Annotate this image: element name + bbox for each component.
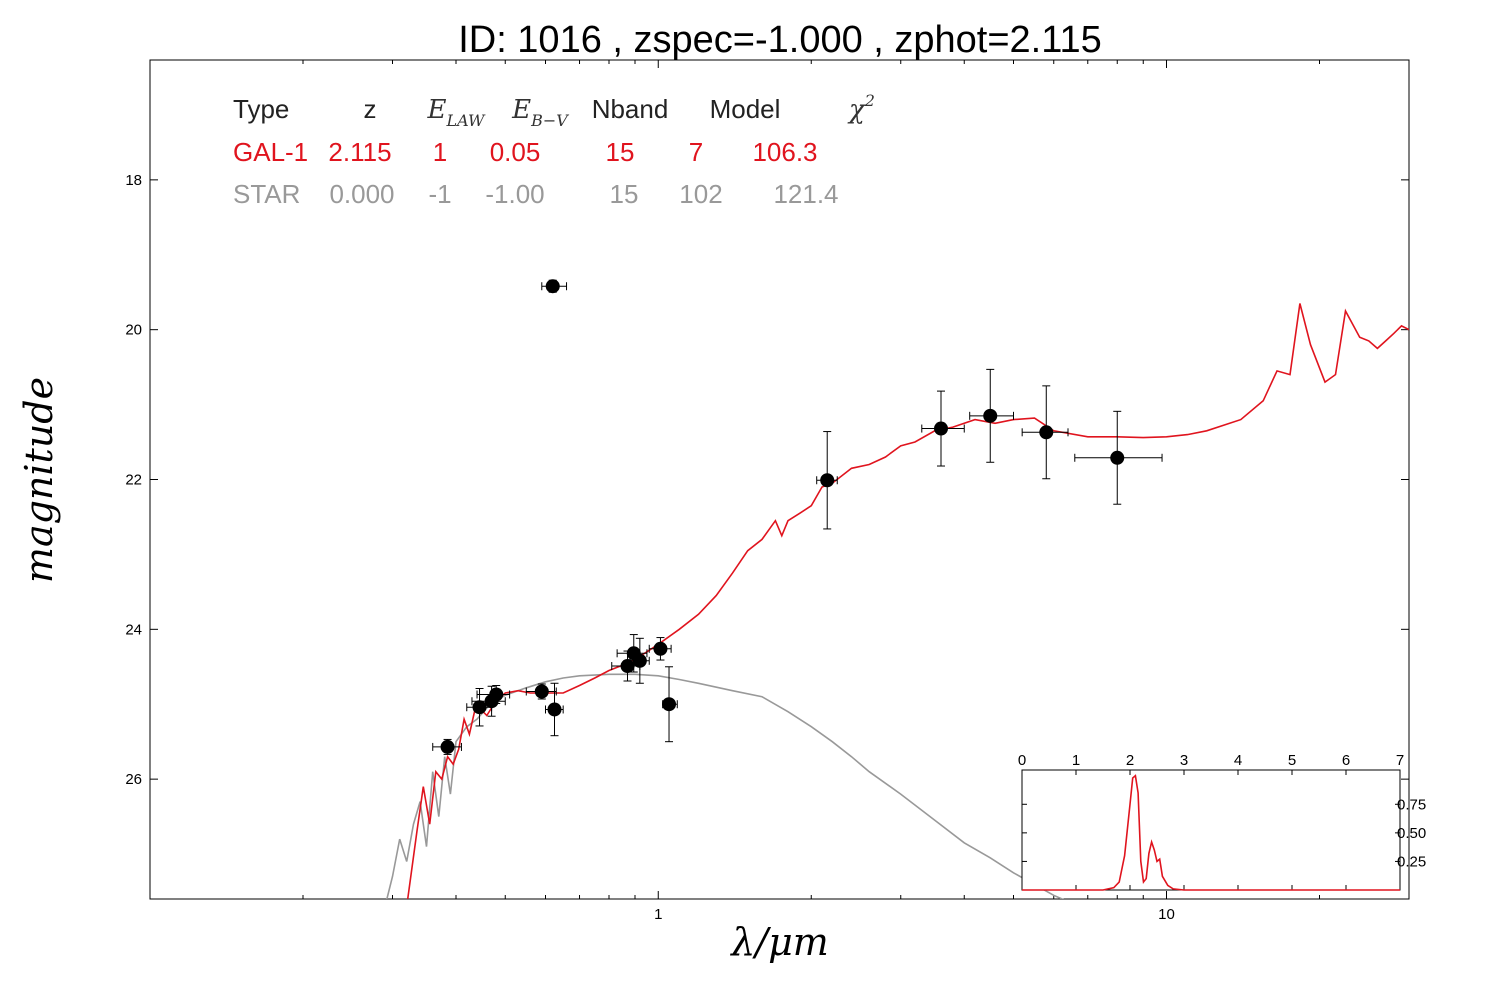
table-header-cell: Nband xyxy=(592,94,669,124)
table-cell: -1 xyxy=(428,179,451,209)
y-tick-label: 18 xyxy=(125,172,142,189)
data-point xyxy=(629,637,650,684)
table-cell: 106.3 xyxy=(752,137,817,167)
data-point xyxy=(921,390,965,467)
inset-x-tick-label: 4 xyxy=(1234,752,1242,769)
inset-y-tick-label: 0.25 xyxy=(1397,853,1426,870)
table-cell: 0.000 xyxy=(329,179,394,209)
chart-title: ID: 1016 , zspec=-1.000 , zphot=2.115 xyxy=(458,19,1102,61)
inset-x-tick-label: 2 xyxy=(1126,752,1134,769)
y-tick-label: 22 xyxy=(125,472,142,489)
model-curve-star xyxy=(386,673,1065,899)
table-header-cell: Model xyxy=(710,94,781,124)
data-point xyxy=(525,683,557,700)
data-marker xyxy=(1110,450,1125,465)
inset-x-tick-label: 1 xyxy=(1072,752,1080,769)
table-cell: 7 xyxy=(689,137,703,167)
inset-x-tick-label: 0 xyxy=(1018,752,1026,769)
inset-pdf-curve xyxy=(1022,774,1400,891)
y-tick-label: 26 xyxy=(125,771,142,788)
table-cell: 15 xyxy=(610,179,639,209)
data-marker xyxy=(545,279,560,294)
inset-frame xyxy=(1021,769,1401,891)
table-cell: 2.115 xyxy=(328,137,391,167)
table-header-cell: EB−V xyxy=(511,95,569,130)
y-axis-label: magnitude xyxy=(17,377,61,583)
inset-y-tick-label: 0.50 xyxy=(1397,825,1426,842)
data-marker xyxy=(472,700,487,715)
table-cell: 102 xyxy=(679,179,722,209)
data-point xyxy=(816,431,838,530)
data-point xyxy=(662,666,678,743)
data-point xyxy=(648,637,672,661)
data-marker xyxy=(534,684,549,699)
x-tick-label: 10 xyxy=(1158,906,1175,923)
data-point xyxy=(544,682,564,737)
data-point xyxy=(541,279,568,294)
table-cell: 121.4 xyxy=(773,179,838,209)
data-marker xyxy=(933,421,948,436)
data-marker xyxy=(1039,425,1054,440)
x-tick-label: 1 xyxy=(654,906,662,923)
data-marker xyxy=(440,739,455,754)
inset-x-tick-label: 3 xyxy=(1180,752,1188,769)
data-point xyxy=(969,368,1015,463)
table-cell: 0.05 xyxy=(490,137,541,167)
x-axis-label: λ/μm xyxy=(729,920,829,964)
y-tick-label: 20 xyxy=(125,322,142,339)
data-marker xyxy=(820,473,835,488)
inset-x-tick-label: 5 xyxy=(1288,752,1296,769)
data-point xyxy=(432,738,462,755)
table-cell: GAL-1 xyxy=(233,137,308,167)
table-cell: 1 xyxy=(433,137,447,167)
data-point xyxy=(1074,410,1163,505)
data-marker xyxy=(653,641,668,656)
data-point xyxy=(1021,385,1069,480)
data-marker xyxy=(983,408,998,423)
data-marker xyxy=(620,659,635,674)
fit-summary-table: Type z ELAW EB−V Nband Model χ2 GAL-1 2.115 1 0.05… xyxy=(233,91,875,209)
data-marker xyxy=(547,702,562,717)
table-cell: 15 xyxy=(606,137,635,167)
table-header-cell: Type xyxy=(233,94,289,124)
data-marker xyxy=(632,653,647,668)
photo-z-pdf-inset: 0 1 2 3 4 5 6 7 0.25 0.50 0.75 xyxy=(1018,752,1426,891)
data-point xyxy=(476,685,511,704)
photometry-points xyxy=(432,279,1163,755)
inset-x-tick-label: 6 xyxy=(1342,752,1350,769)
data-marker xyxy=(662,697,677,712)
table-cell: -1.00 xyxy=(485,179,544,209)
y-tick-label: 24 xyxy=(125,621,142,638)
table-header-cell: χ2 xyxy=(847,91,875,125)
inset-x-tick-label: 7 xyxy=(1396,752,1404,769)
table-cell: STAR xyxy=(233,179,300,209)
table-header-cell: ELAW xyxy=(427,95,487,130)
inset-y-tick-label: 0.75 xyxy=(1397,796,1426,813)
data-marker xyxy=(489,687,504,702)
table-header-cell: z xyxy=(364,94,377,124)
